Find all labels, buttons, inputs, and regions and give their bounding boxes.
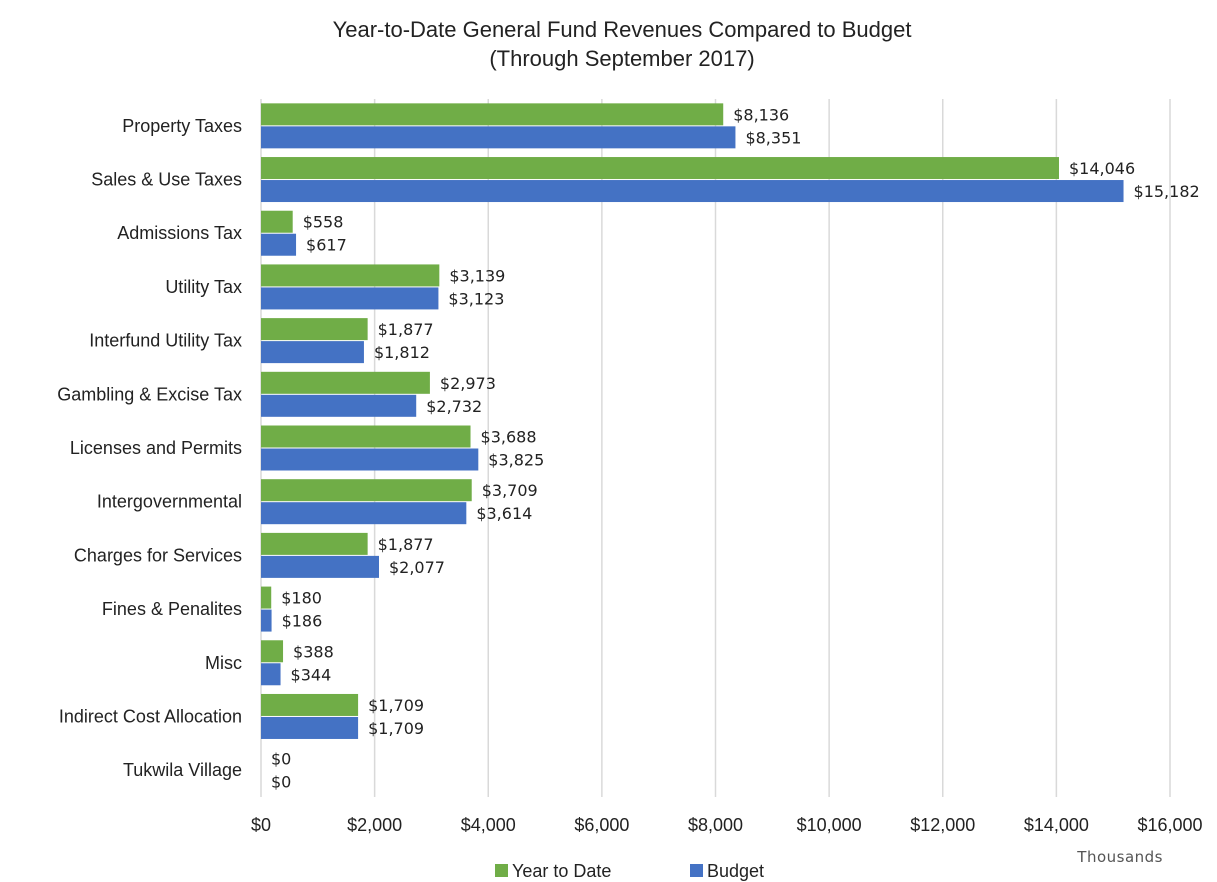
data-label: $617 <box>306 236 347 255</box>
data-label: $2,732 <box>426 397 482 416</box>
bar-year-to-date <box>261 264 440 287</box>
legend: Year to Date Budget <box>495 861 764 881</box>
data-label: $0 <box>271 750 291 769</box>
bar-budget <box>261 502 467 525</box>
x-tick-label: $6,000 <box>574 815 629 835</box>
bar-year-to-date <box>261 640 284 663</box>
data-label: $0 <box>271 773 291 792</box>
data-label: $180 <box>281 589 322 608</box>
category-label: Gambling & Excise Tax <box>57 384 242 404</box>
data-label: $3,709 <box>482 481 538 500</box>
data-label: $3,139 <box>449 266 505 285</box>
data-label: $1,877 <box>378 535 434 554</box>
legend-swatch <box>495 864 508 877</box>
data-label: $14,046 <box>1069 159 1135 178</box>
bar-budget <box>261 609 272 632</box>
x-tick-label: $4,000 <box>461 815 516 835</box>
bar-budget <box>261 287 439 310</box>
bars: $8,136 $8,351 $14,046 $15,182 $558 $617 $3,139… <box>261 103 1200 792</box>
category-label: Utility Tax <box>165 277 242 297</box>
data-label: $15,182 <box>1134 182 1200 201</box>
gridlines <box>260 99 1171 797</box>
data-label: $3,688 <box>481 428 537 447</box>
x-tick-label: $0 <box>251 815 271 835</box>
data-label: $3,123 <box>448 289 504 308</box>
bar-budget <box>261 341 364 364</box>
bar-budget <box>261 663 281 686</box>
bar-year-to-date <box>261 586 272 609</box>
category-label: Intergovernmental <box>97 492 242 512</box>
chart-subtitle: (Through September 2017) <box>489 46 754 71</box>
x-tick-label: $10,000 <box>797 815 862 835</box>
category-label: Misc <box>205 653 242 673</box>
legend-swatch <box>690 864 703 877</box>
bar-budget <box>261 126 736 149</box>
bar-year-to-date <box>261 479 472 502</box>
data-label: $558 <box>303 213 344 232</box>
bar-budget <box>261 233 297 256</box>
bar-budget <box>261 716 359 739</box>
data-label: $2,973 <box>440 374 496 393</box>
data-label: $2,077 <box>389 558 445 577</box>
x-tick-label: $16,000 <box>1137 815 1202 835</box>
category-label: Interfund Utility Tax <box>89 331 242 351</box>
data-label: $1,812 <box>374 343 430 362</box>
category-label: Tukwila Village <box>123 760 242 780</box>
bar-year-to-date <box>261 532 368 555</box>
bar-year-to-date <box>261 318 368 341</box>
data-label: $1,709 <box>368 696 424 715</box>
data-label: $3,614 <box>476 504 532 523</box>
category-label: Sales & Use Taxes <box>91 170 242 190</box>
x-units-label: Thousands <box>1076 848 1163 866</box>
legend-label: Year to Date <box>512 861 611 881</box>
data-label: $1,709 <box>368 719 424 738</box>
bar-budget <box>261 180 1124 203</box>
bar-year-to-date <box>261 157 1059 180</box>
data-label: $388 <box>293 642 334 661</box>
data-label: $3,825 <box>488 451 544 470</box>
data-label: $1,877 <box>378 320 434 339</box>
category-labels: Property Taxes Sales & Use Taxes Admission… <box>57 116 242 780</box>
legend-label: Budget <box>707 861 764 881</box>
bar-year-to-date <box>261 103 724 126</box>
bar-budget <box>261 555 379 578</box>
x-tick-labels: $0 $2,000 $4,000 $6,000 $8,000 $10,000 $12,000… <box>251 815 1203 835</box>
data-label: $8,136 <box>733 105 789 124</box>
category-label: Charges for Services <box>74 545 242 565</box>
bar-year-to-date <box>261 371 430 394</box>
x-tick-label: $8,000 <box>688 815 743 835</box>
x-tick-label: $2,000 <box>347 815 402 835</box>
category-label: Licenses and Permits <box>70 438 242 458</box>
bar-budget <box>261 394 417 417</box>
bar-year-to-date <box>261 693 359 716</box>
bar-year-to-date <box>261 210 293 233</box>
category-label: Admissions Tax <box>117 223 242 243</box>
chart-title: Year-to-Date General Fund Revenues Compa… <box>333 17 912 42</box>
bar-year-to-date <box>261 425 471 448</box>
x-tick-label: $12,000 <box>910 815 975 835</box>
category-label: Indirect Cost Allocation <box>59 706 242 726</box>
data-label: $8,351 <box>745 128 801 147</box>
data-label: $186 <box>282 612 323 631</box>
x-tick-label: $14,000 <box>1024 815 1089 835</box>
category-label: Property Taxes <box>122 116 242 136</box>
data-label: $344 <box>291 665 332 684</box>
bar-budget <box>261 448 479 471</box>
category-label: Fines & Penalites <box>102 599 242 619</box>
